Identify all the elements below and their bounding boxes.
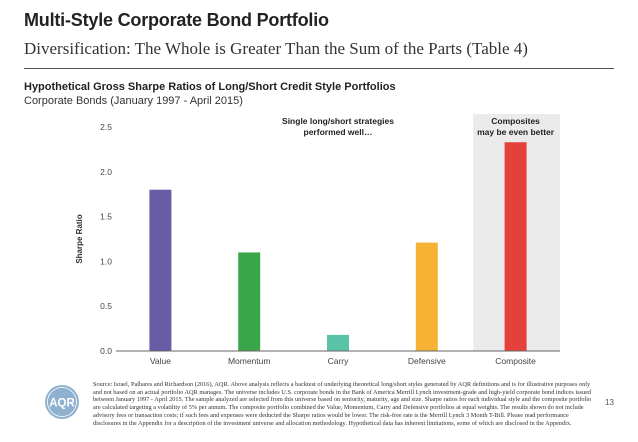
bar-composite bbox=[504, 142, 527, 351]
slide-subtitle: Diversification: The Whole is Greater Th… bbox=[24, 39, 528, 58]
x-tick-label: Composite bbox=[495, 356, 536, 366]
chart-subtitle: Corporate Bonds (January 1997 - April 20… bbox=[24, 95, 243, 107]
annotation-1: performed well… bbox=[304, 127, 373, 137]
source-footnote: Source: Israel, Palhares and Richardson … bbox=[93, 381, 592, 427]
title-divider bbox=[24, 68, 614, 69]
x-tick-label: Value bbox=[150, 356, 171, 366]
y-axis-title: Sharpe Ratio bbox=[75, 214, 84, 263]
x-tick-label: Defensive bbox=[408, 356, 446, 366]
logo-text: AQR bbox=[49, 398, 75, 410]
y-tick-label: 1.0 bbox=[100, 256, 112, 266]
y-tick-label: 0.0 bbox=[100, 346, 112, 356]
y-tick-label: 2.0 bbox=[100, 167, 112, 177]
bar-defensive bbox=[415, 242, 438, 351]
annotation-1: Single long/short strategies bbox=[282, 116, 394, 126]
y-tick-label: 0.5 bbox=[100, 301, 112, 311]
y-tick-label: 2.5 bbox=[100, 122, 112, 132]
chart-title: Hypothetical Gross Sharpe Ratios of Long… bbox=[24, 81, 396, 93]
annotation-2: Composites bbox=[491, 116, 540, 126]
bar-momentum bbox=[238, 252, 261, 351]
page-number: 13 bbox=[605, 398, 614, 407]
x-tick-label: Momentum bbox=[228, 356, 271, 366]
y-tick-label: 1.5 bbox=[100, 212, 112, 222]
annotation-2: may be even better bbox=[477, 127, 555, 137]
bar-carry bbox=[327, 334, 349, 351]
bar-value bbox=[149, 189, 172, 351]
aqr-logo: AQR bbox=[45, 385, 79, 419]
x-tick-label: Carry bbox=[328, 356, 350, 366]
slide-title: Multi-Style Corporate Bond Portfolio bbox=[24, 10, 329, 30]
